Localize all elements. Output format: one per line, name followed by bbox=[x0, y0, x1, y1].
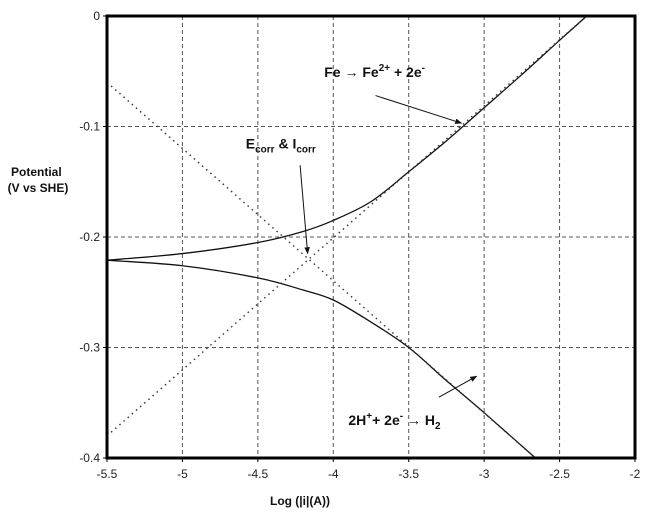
y-tick-label: -0.2 bbox=[79, 230, 100, 244]
x-tick-label: -5 bbox=[177, 467, 188, 481]
y-axis-ticks: 0 -0.1 -0.2 -0.3 -0.4 bbox=[79, 9, 107, 465]
y-tick-label: -0.1 bbox=[79, 120, 100, 134]
x-tick-label: -5.5 bbox=[97, 467, 118, 481]
polarization-curve bbox=[106, 259, 536, 459]
y-axis-title: Potential (V vs SHE) bbox=[8, 165, 69, 195]
y-axis-title-line1: Potential bbox=[11, 165, 62, 179]
x-tick-label: -4 bbox=[328, 467, 339, 481]
polarization-curve bbox=[106, 15, 588, 261]
annotation-arrow bbox=[299, 165, 310, 255]
x-tick-label: -2.5 bbox=[549, 467, 570, 481]
gridlines bbox=[107, 16, 635, 458]
data-series bbox=[106, 15, 588, 459]
x-tick-label: -2 bbox=[630, 467, 641, 481]
x-tick-label: -3.5 bbox=[398, 467, 419, 481]
y-axis-title-line2: (V vs SHE) bbox=[8, 181, 69, 195]
y-tick-label: -0.3 bbox=[79, 341, 100, 355]
tafel-line bbox=[106, 81, 536, 459]
annotation-arrow bbox=[438, 375, 478, 398]
annotation-h2: 2H++ 2e- → H2 bbox=[348, 411, 441, 432]
x-tick-label: -3 bbox=[479, 467, 490, 481]
x-axis-ticks: -5.5 -5 -4.5 -4 -3.5 -3 -2.5 -2 bbox=[97, 458, 641, 481]
annotations: Fe → Fe2+ + 2e- Ecorr & Icorr 2H++ 2e- → H… bbox=[246, 63, 478, 432]
y-tick-label: -0.4 bbox=[79, 451, 100, 465]
y-tick-label: 0 bbox=[93, 9, 100, 23]
annotation-arrow bbox=[375, 95, 463, 124]
annotation-ecorr: Ecorr & Icorr bbox=[246, 136, 316, 156]
x-axis-title: Log (|i|(A)) bbox=[270, 494, 330, 508]
annotation-fe: Fe → Fe2+ + 2e- bbox=[324, 63, 425, 80]
x-tick-label: -4.5 bbox=[248, 467, 269, 481]
